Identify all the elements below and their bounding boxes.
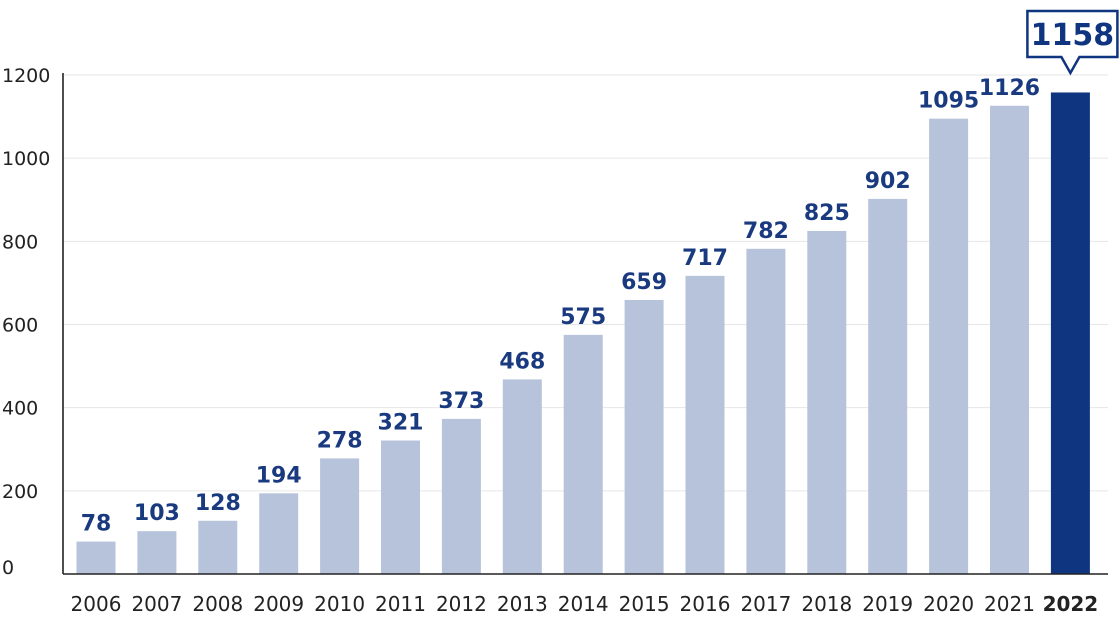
highlight-callout: 1158 (1026, 9, 1119, 76)
bar-2016 (685, 275, 725, 574)
callout-box (1026, 9, 1119, 76)
y-tick-label: 600 (2, 315, 38, 337)
x-tick-label-2007: 2007 (131, 592, 182, 616)
y-tick-label: 400 (2, 398, 38, 420)
y-axis-ticks: 0 200 400 600 800 1000 1200 (2, 65, 50, 579)
data-label-2015: 659 (621, 270, 667, 295)
x-tick-label-2010: 2010 (314, 592, 365, 616)
bar-2018 (807, 230, 847, 574)
bar-2006 (76, 541, 116, 574)
x-tick-label-2014: 2014 (558, 592, 609, 616)
x-tick-label-2020: 2020 (923, 592, 974, 616)
bar-2011 (381, 440, 420, 574)
x-tick-label-2016: 2016 (680, 592, 731, 616)
x-tick-label-2008: 2008 (192, 592, 243, 616)
data-label-2014: 575 (560, 305, 606, 330)
bar-2009 (259, 493, 299, 574)
data-label-2020: 1095 (918, 89, 979, 114)
x-tick-label-2012: 2012 (436, 592, 487, 616)
data-label-2009: 194 (256, 463, 302, 488)
y-tick-label: 800 (2, 231, 38, 253)
x-tick-label-2021: 2021 (984, 592, 1035, 616)
y-tick-label: 0 (2, 557, 14, 579)
x-tick-label-2015: 2015 (619, 592, 670, 616)
x-tick-label-2018: 2018 (801, 592, 852, 616)
data-label-2008: 128 (195, 491, 241, 516)
bar-2017 (746, 248, 786, 574)
data-label-2016: 717 (682, 246, 728, 271)
data-label-2011: 321 (378, 411, 424, 436)
data-label-2022: 1158 (1031, 18, 1115, 53)
data-label-2019: 902 (865, 169, 911, 194)
bar-2021 (990, 105, 1029, 574)
x-axis-ticks: 2006 2007 2008 2009 2010 2011 2012 2013 2014 2015… (71, 592, 1099, 616)
x-tick-label-2022: 2022 (1043, 592, 1099, 616)
x-tick-label-2011: 2011 (375, 592, 426, 616)
data-labels: 78 103 128 194 278 321 373 468 575 659 717 782 825 90… (81, 76, 1040, 537)
bar-2007 (137, 531, 177, 574)
bar-2022 (1050, 92, 1090, 574)
bar-2013 (502, 379, 542, 574)
bar-2010 (320, 458, 360, 574)
y-tick-label: 200 (2, 481, 38, 503)
bar-2008 (198, 520, 238, 574)
bar-2015 (624, 299, 664, 574)
bar-2019 (868, 198, 908, 574)
y-tick-label: 1000 (2, 148, 50, 170)
data-label-2013: 468 (499, 349, 545, 374)
bars (76, 92, 1090, 574)
data-label-2006: 78 (81, 512, 112, 537)
data-label-2021: 1126 (979, 76, 1040, 101)
bar-2020 (929, 118, 969, 574)
bar-2012 (441, 418, 481, 574)
x-tick-label-2013: 2013 (497, 592, 548, 616)
data-label-2010: 278 (317, 428, 363, 453)
data-label-2018: 825 (804, 201, 850, 226)
x-tick-label-2006: 2006 (71, 592, 122, 616)
data-label-2007: 103 (134, 501, 180, 526)
data-label-2017: 782 (743, 219, 789, 244)
data-label-2012: 373 (438, 389, 484, 414)
x-tick-label-2019: 2019 (862, 592, 913, 616)
x-tick-label-2017: 2017 (740, 592, 791, 616)
x-tick-label-2009: 2009 (253, 592, 304, 616)
bar-2014 (563, 334, 603, 574)
y-tick-label: 1200 (2, 65, 50, 87)
